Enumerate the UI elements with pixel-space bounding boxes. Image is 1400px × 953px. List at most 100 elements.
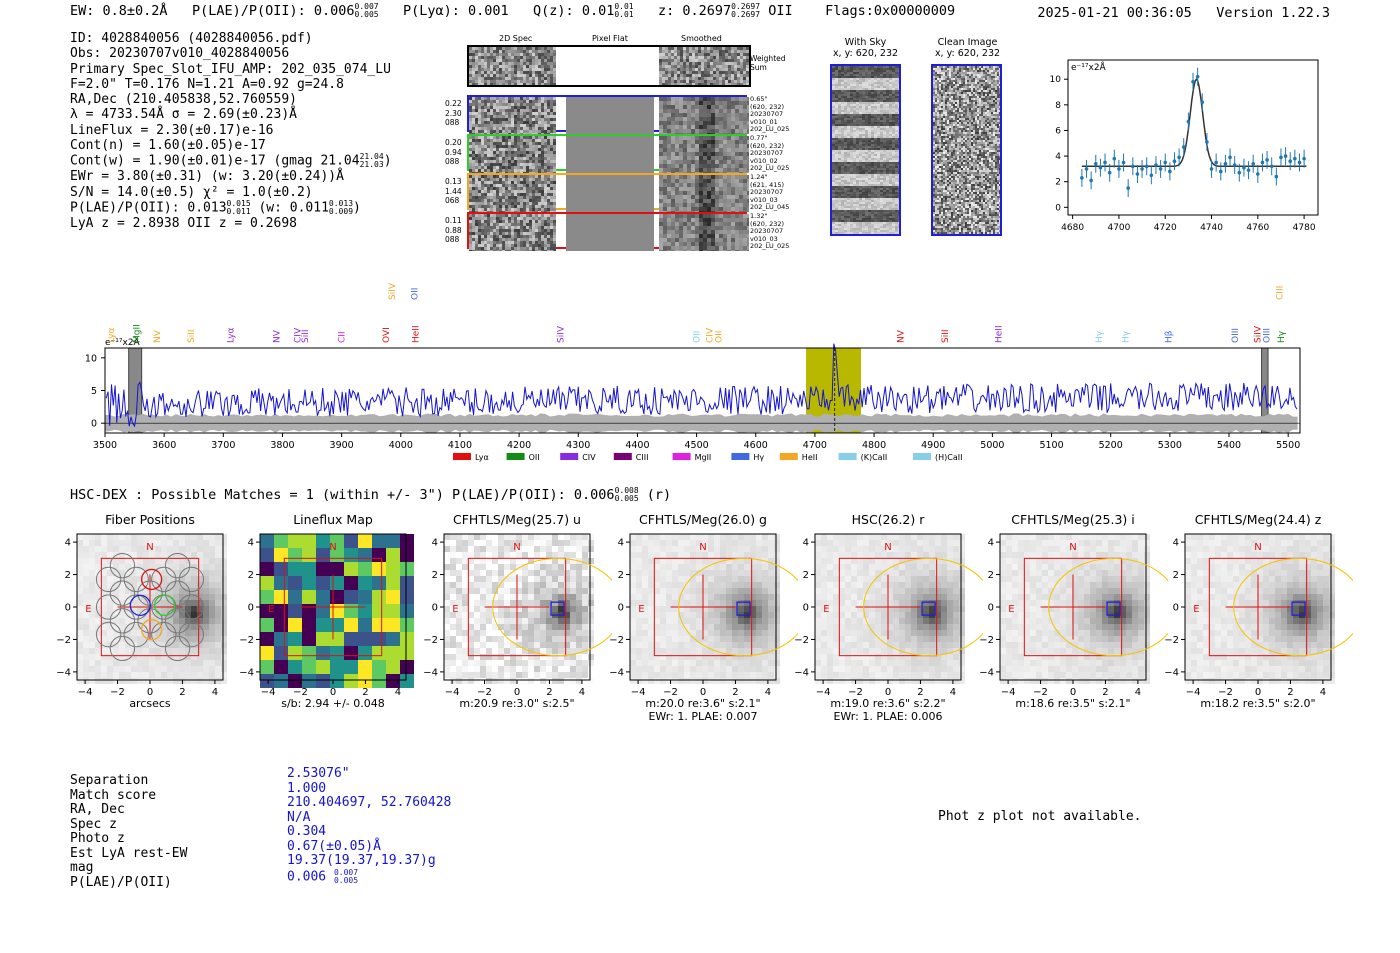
cutout-row: [467, 95, 751, 137]
pixel: [535, 238, 538, 241]
pixel: [490, 115, 493, 118]
pixel: [469, 136, 472, 139]
pixel: [722, 74, 725, 77]
pixel: [496, 68, 499, 71]
cutout-row-meta: v010_01: [750, 117, 778, 126]
pixel: [535, 71, 538, 74]
pixel: [847, 130, 850, 132]
pixel: [886, 74, 889, 76]
pixel: [484, 148, 487, 151]
pixel: [481, 163, 484, 166]
pixel: [541, 238, 544, 241]
pixel: [877, 72, 880, 74]
pixel: [871, 148, 874, 150]
pixel: [892, 118, 895, 120]
pixel: [544, 53, 547, 56]
pixel: [478, 187, 481, 190]
pixel: [523, 217, 526, 220]
pixel: [535, 65, 538, 68]
pixel: [526, 220, 529, 223]
pixel: [735, 218, 739, 222]
pixel: [865, 206, 868, 208]
pixel: [847, 116, 850, 118]
pixel: [856, 122, 859, 124]
pixel: [856, 200, 859, 202]
cutout-row-meta: 202_LU_025: [750, 164, 790, 172]
pixel: [841, 116, 844, 118]
pixel: [731, 207, 735, 211]
pixel: [889, 138, 892, 140]
pixel: [880, 78, 883, 80]
pixel: [679, 125, 683, 129]
pixel: [481, 208, 484, 211]
pixel: [553, 160, 556, 163]
pixel: [490, 50, 493, 53]
pixel: [663, 121, 667, 125]
pixel: [874, 178, 877, 180]
pixel: [544, 187, 547, 190]
pixel: [707, 105, 711, 109]
pixel: [499, 115, 502, 118]
pixel: [481, 139, 484, 142]
pixel: [895, 80, 898, 82]
pixel: [747, 207, 751, 211]
pixel: [835, 152, 838, 154]
pixel: [547, 74, 550, 77]
pixel: [544, 65, 547, 68]
pixel: [868, 116, 871, 118]
pixel: [532, 65, 535, 68]
pixel: [532, 50, 535, 53]
pixel: [547, 190, 550, 193]
pixel: [553, 65, 556, 68]
pixel: [847, 156, 850, 158]
pixel: [895, 146, 898, 148]
pixel: [832, 102, 835, 104]
pixel: [874, 186, 877, 188]
pixel: [856, 148, 859, 150]
pixel: [743, 175, 747, 179]
pixel: [889, 100, 892, 102]
pixel: [841, 128, 844, 130]
pixel: [883, 140, 886, 142]
pixel: [502, 74, 505, 77]
pixel: [727, 203, 731, 207]
pixel: [715, 195, 719, 199]
pixel: [719, 140, 723, 144]
pixel: [659, 53, 662, 56]
pixel: [487, 136, 490, 139]
pixel: [671, 136, 675, 140]
pixel: [862, 116, 865, 118]
pixel: [719, 117, 723, 121]
pixel: [538, 112, 541, 115]
pixel: [895, 196, 898, 198]
pixel: [847, 88, 850, 90]
pixel: [475, 77, 478, 80]
pixel: [475, 235, 478, 238]
pixel: [835, 166, 838, 168]
pixel: [481, 71, 484, 74]
pixel: [695, 168, 699, 172]
pixel: [529, 157, 532, 160]
pixel: [898, 196, 901, 198]
pixel: [892, 192, 895, 194]
pixel: [496, 59, 499, 62]
pixel: [490, 59, 493, 62]
pixel: [715, 113, 719, 117]
pixel: [674, 77, 677, 80]
pixel: [871, 200, 874, 202]
pixel: [487, 196, 490, 199]
pixel: [838, 74, 841, 76]
pixel: [862, 84, 865, 86]
pixel: [689, 80, 692, 83]
pixel: [523, 154, 526, 157]
pixel: [679, 203, 683, 207]
pixel: [487, 223, 490, 226]
pixel: [671, 160, 675, 164]
pixel: [490, 148, 493, 151]
pixel: [659, 203, 663, 207]
pixel: [871, 88, 874, 90]
pixel: [883, 74, 886, 76]
pixel: [835, 156, 838, 158]
pixel: [832, 172, 835, 174]
pixel: [895, 92, 898, 94]
